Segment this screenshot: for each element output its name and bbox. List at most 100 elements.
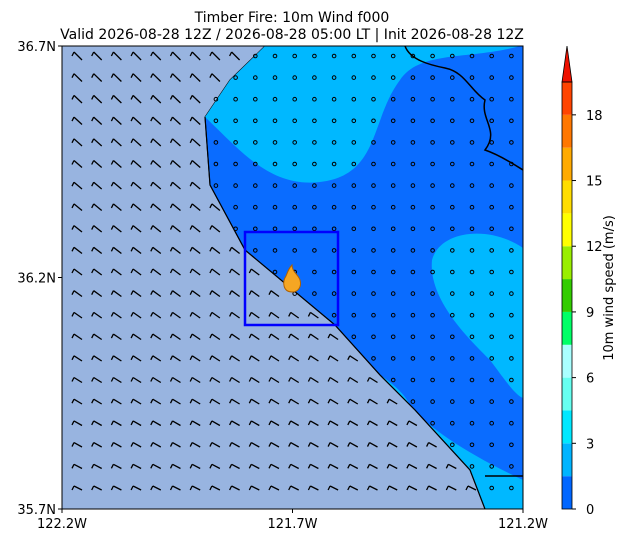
barb bbox=[130, 442, 142, 448]
barb bbox=[347, 442, 359, 448]
barb bbox=[288, 355, 300, 362]
color-band bbox=[562, 114, 572, 148]
barb bbox=[248, 311, 260, 319]
barb bbox=[465, 485, 477, 491]
barb bbox=[150, 355, 162, 362]
calm bbox=[410, 161, 416, 167]
barb bbox=[169, 311, 181, 319]
barb bbox=[268, 463, 280, 470]
x-tick-label: 121.2W bbox=[498, 517, 548, 532]
calm bbox=[450, 291, 455, 296]
barb bbox=[268, 420, 280, 427]
barb bbox=[189, 355, 201, 362]
colorbar-tick-label: 9 bbox=[586, 306, 594, 321]
barb bbox=[91, 485, 102, 491]
calm bbox=[390, 269, 396, 275]
boundary bbox=[404, 45, 524, 477]
color-band bbox=[562, 82, 572, 115]
calm bbox=[450, 161, 455, 167]
barb bbox=[110, 268, 122, 276]
barb bbox=[71, 290, 83, 298]
barb bbox=[327, 485, 339, 491]
barb bbox=[71, 376, 83, 384]
barb bbox=[248, 376, 260, 384]
barb bbox=[189, 73, 201, 82]
barb bbox=[209, 376, 221, 384]
calm bbox=[509, 334, 514, 340]
calm bbox=[253, 226, 258, 232]
barb bbox=[110, 485, 122, 491]
calm bbox=[253, 183, 258, 188]
barb bbox=[209, 442, 221, 448]
barb bbox=[209, 311, 221, 319]
calm bbox=[390, 291, 396, 296]
calm bbox=[489, 53, 495, 59]
calm bbox=[351, 291, 357, 296]
x-tick-label: 122.2W bbox=[37, 517, 87, 532]
calm bbox=[509, 140, 514, 145]
colorbar-tick-label: 18 bbox=[586, 109, 603, 124]
calm bbox=[410, 118, 416, 124]
barb bbox=[169, 225, 181, 233]
barb bbox=[347, 398, 359, 405]
calm bbox=[253, 96, 258, 102]
barb bbox=[71, 225, 83, 233]
barb bbox=[130, 116, 142, 125]
barb bbox=[91, 420, 103, 427]
colorbar-tick-label: 3 bbox=[586, 437, 594, 452]
fire-icon bbox=[283, 263, 301, 293]
y-tick-label: 36.2N bbox=[17, 272, 56, 287]
barb bbox=[150, 246, 162, 255]
barb bbox=[71, 138, 83, 147]
calm bbox=[371, 96, 376, 102]
barb bbox=[150, 376, 162, 384]
calm bbox=[430, 183, 435, 188]
calm bbox=[509, 442, 514, 448]
barb bbox=[71, 203, 83, 212]
barb bbox=[366, 442, 378, 448]
barb bbox=[91, 160, 103, 168]
calm bbox=[450, 183, 455, 188]
calm bbox=[469, 204, 475, 210]
barb bbox=[150, 463, 162, 470]
barb bbox=[169, 73, 181, 82]
barb bbox=[307, 420, 319, 427]
barb bbox=[91, 463, 103, 470]
barb bbox=[150, 442, 162, 448]
barb bbox=[150, 333, 162, 341]
barb bbox=[406, 485, 418, 491]
calm bbox=[272, 53, 278, 59]
calm bbox=[430, 269, 435, 275]
barb bbox=[209, 73, 221, 82]
calm bbox=[430, 118, 435, 124]
barb bbox=[169, 463, 181, 470]
calm bbox=[351, 248, 357, 253]
calm bbox=[312, 248, 317, 253]
calm bbox=[430, 334, 435, 340]
calm bbox=[371, 204, 376, 210]
barb bbox=[110, 160, 122, 168]
barb bbox=[189, 268, 201, 276]
barb bbox=[268, 290, 280, 298]
calm bbox=[213, 96, 219, 102]
color-band bbox=[562, 344, 572, 378]
barb bbox=[130, 51, 142, 61]
barb bbox=[71, 355, 83, 362]
barb bbox=[307, 311, 319, 319]
calm bbox=[371, 312, 376, 318]
calm bbox=[450, 377, 455, 383]
calm bbox=[312, 204, 317, 210]
barb bbox=[130, 290, 142, 298]
calm bbox=[450, 399, 455, 404]
calm bbox=[489, 269, 495, 275]
calm bbox=[450, 140, 455, 145]
barb bbox=[91, 376, 103, 384]
calm bbox=[450, 312, 455, 318]
barb bbox=[268, 376, 280, 384]
barb bbox=[71, 73, 83, 82]
barb bbox=[91, 51, 103, 61]
barb bbox=[130, 420, 142, 427]
calm bbox=[272, 96, 278, 102]
barb bbox=[229, 333, 240, 341]
barb bbox=[150, 225, 162, 233]
